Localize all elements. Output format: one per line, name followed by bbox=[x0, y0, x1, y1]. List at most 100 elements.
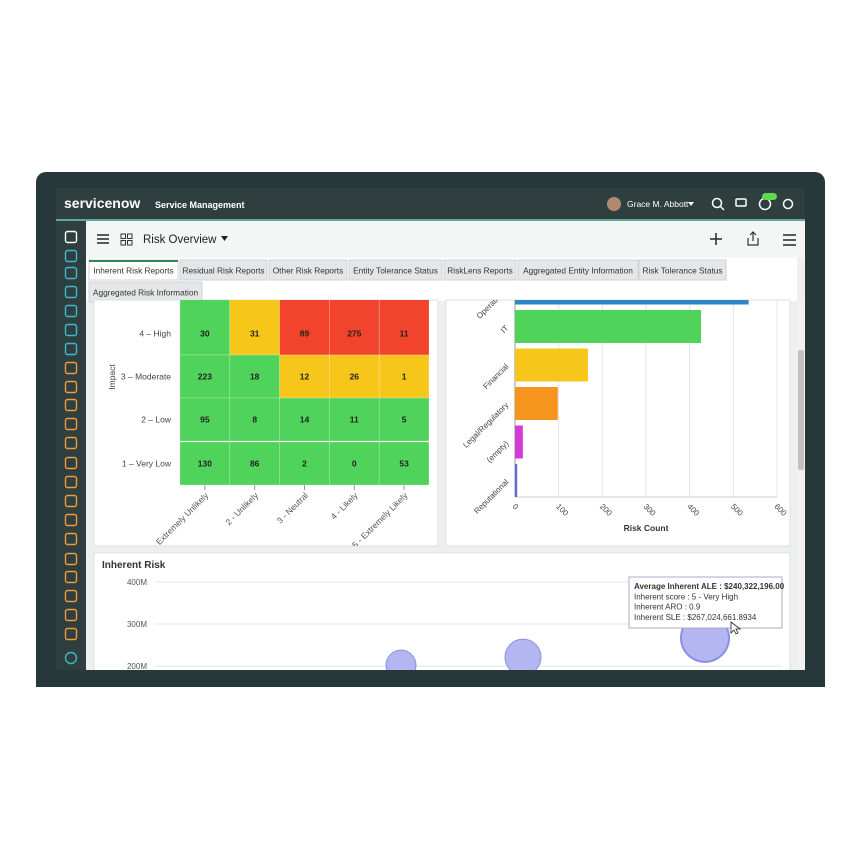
nav-icon[interactable] bbox=[64, 608, 78, 622]
tab[interactable] bbox=[348, 259, 443, 281]
tab[interactable] bbox=[443, 259, 517, 281]
scrollbar-thumb[interactable] bbox=[798, 350, 804, 470]
settings-icon[interactable] bbox=[782, 198, 794, 210]
bubble[interactable] bbox=[504, 638, 542, 675]
avatar[interactable] bbox=[607, 197, 621, 211]
bubble-chart: Inherent Risk 400M 300M 200M Average Inheren… bbox=[102, 560, 785, 680]
heatmap-cell[interactable] bbox=[378, 354, 430, 399]
cell-value: 26 bbox=[350, 372, 360, 382]
y-tick-label: 400M bbox=[127, 578, 147, 587]
heatmap-cell[interactable] bbox=[329, 354, 380, 399]
nav-icon[interactable] bbox=[64, 627, 78, 641]
cell-value: 14 bbox=[300, 415, 310, 425]
cursor bbox=[730, 621, 742, 635]
tab[interactable] bbox=[268, 259, 348, 281]
row-label: 4 – High bbox=[139, 329, 171, 339]
nav-icon[interactable] bbox=[64, 532, 78, 546]
tooltip-line: Average Inherent ALE : $240,322,196.00 bbox=[634, 582, 785, 591]
tab[interactable] bbox=[517, 259, 639, 281]
nav-icon[interactable] bbox=[64, 417, 78, 431]
tab-label[interactable]: Aggregated Risk Information bbox=[93, 288, 199, 298]
nav-icon[interactable] bbox=[64, 456, 78, 470]
heatmap-cell[interactable] bbox=[329, 290, 380, 356]
tooltip-line: Inherent ARO : 0.9 bbox=[634, 603, 701, 612]
chart-title: Inherent Risk bbox=[102, 560, 166, 571]
nav-icon[interactable] bbox=[64, 589, 78, 603]
heatmap-cell[interactable] bbox=[179, 397, 231, 442]
product-name: Service Management bbox=[155, 200, 245, 210]
bubble[interactable] bbox=[385, 649, 417, 680]
nav-icon[interactable] bbox=[64, 398, 78, 412]
nav-icon[interactable] bbox=[64, 436, 78, 450]
bar[interactable] bbox=[515, 387, 558, 420]
heatmap-cell[interactable] bbox=[229, 290, 280, 356]
tab[interactable] bbox=[179, 259, 268, 281]
tab-label[interactable]: Inherent Risk Reports bbox=[93, 266, 173, 276]
nav-icon[interactable] bbox=[64, 513, 78, 527]
tab-label[interactable]: Risk Tolerance Status bbox=[642, 266, 722, 276]
bar[interactable] bbox=[515, 464, 518, 497]
bar[interactable] bbox=[515, 425, 523, 459]
tab-label[interactable]: Entity Tolerance Status bbox=[353, 266, 438, 276]
heatmap-cell[interactable] bbox=[279, 290, 330, 356]
nav-icon[interactable] bbox=[64, 651, 78, 665]
nav-icon[interactable] bbox=[64, 230, 78, 244]
tooltip-line: Inherent SLE : $267,024,661.8934 bbox=[634, 613, 757, 622]
heatmap-cell[interactable] bbox=[378, 397, 430, 442]
nav-icon[interactable] bbox=[64, 304, 78, 318]
cell-value: 130 bbox=[198, 459, 212, 469]
device-bezel bbox=[36, 670, 825, 687]
heatmap-cell[interactable] bbox=[378, 290, 430, 356]
nav-icon[interactable] bbox=[64, 285, 78, 299]
cell-value: 2 bbox=[302, 459, 307, 469]
tab-label[interactable]: Other Risk Reports bbox=[273, 266, 344, 276]
tab[interactable] bbox=[638, 259, 727, 281]
bar[interactable] bbox=[515, 272, 749, 305]
logo[interactable]: servicenow bbox=[64, 195, 140, 211]
bar[interactable] bbox=[515, 348, 588, 382]
sidebar-icons bbox=[64, 230, 78, 665]
heatmap-cell[interactable] bbox=[179, 354, 231, 399]
heatmap-cell[interactable] bbox=[179, 441, 231, 486]
nav-icon[interactable] bbox=[64, 552, 78, 566]
cell-value: 5 bbox=[402, 415, 407, 425]
tab-label[interactable]: RiskLens Reports bbox=[447, 266, 512, 276]
cell-value: 86 bbox=[250, 459, 260, 469]
page-title[interactable]: Risk Overview bbox=[143, 234, 217, 246]
sidebar bbox=[56, 221, 86, 670]
axis-title: Risk Count bbox=[624, 523, 669, 533]
nav-icon[interactable] bbox=[64, 266, 78, 280]
cell-value: 53 bbox=[399, 459, 409, 469]
heatmap-cell[interactable] bbox=[279, 441, 330, 486]
nav-icon[interactable] bbox=[64, 570, 78, 584]
chat-icon[interactable] bbox=[735, 198, 747, 207]
nav-icon[interactable] bbox=[64, 361, 78, 375]
heatmap-cell[interactable] bbox=[279, 354, 330, 399]
heatmap-cell[interactable] bbox=[329, 441, 380, 486]
heatmap-cell[interactable] bbox=[279, 397, 330, 442]
nav-icon[interactable] bbox=[64, 380, 78, 394]
y-tick-label: 200M bbox=[127, 662, 147, 671]
tab-label[interactable]: Residual Risk Reports bbox=[182, 266, 264, 276]
user-name[interactable]: Grace M. Abbott bbox=[627, 199, 689, 209]
search-icon[interactable] bbox=[711, 197, 723, 209]
tabs: Inherent Risk Reports Residual Risk Repor… bbox=[88, 259, 727, 303]
heatmap-cell[interactable] bbox=[229, 397, 280, 442]
nav-icon[interactable] bbox=[64, 249, 78, 263]
bar[interactable] bbox=[515, 310, 702, 343]
heatmap-cell[interactable] bbox=[329, 397, 380, 442]
tab-label[interactable]: Aggregated Entity Information bbox=[523, 266, 633, 276]
nav-icon[interactable] bbox=[64, 342, 78, 356]
heatmap-cell[interactable] bbox=[229, 441, 280, 486]
grid-icon[interactable] bbox=[120, 233, 133, 246]
user-caret[interactable] bbox=[688, 202, 694, 206]
heatmap-cell[interactable] bbox=[378, 441, 430, 486]
nav-icon[interactable] bbox=[64, 475, 78, 489]
axis-title: Impact bbox=[107, 364, 117, 390]
nav-icon[interactable] bbox=[64, 323, 78, 337]
title-caret[interactable] bbox=[221, 236, 228, 241]
nav-icon[interactable] bbox=[64, 494, 78, 508]
row-label: 3 – Moderate bbox=[121, 372, 171, 382]
